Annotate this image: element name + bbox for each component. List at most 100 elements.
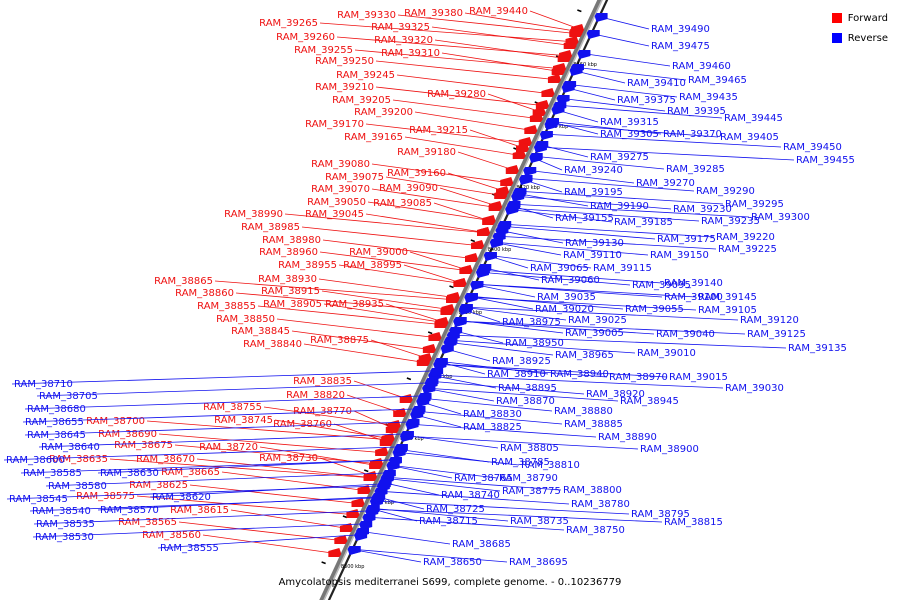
gene-leader-line	[303, 343, 428, 364]
gene-label: RAM_39315	[600, 117, 659, 128]
gene-leader-line	[364, 516, 565, 531]
gene-leader-line	[513, 195, 672, 210]
gene-leader-line	[319, 22, 577, 43]
gene-label: RAM_38920	[586, 389, 645, 400]
gene-label: RAM_39190	[590, 201, 649, 212]
gene-label: RAM_38755	[203, 402, 262, 413]
gene-label: RAM_38695	[509, 557, 568, 568]
gene-leader-line	[407, 423, 597, 438]
gene-arrow	[385, 424, 399, 433]
gene-arrow	[394, 444, 408, 453]
gene-label: RAM_39290	[696, 186, 755, 197]
gene-label: RAM_38700	[86, 416, 145, 427]
gene-label: RAM_39305	[600, 129, 659, 140]
gene-arrow	[424, 380, 438, 389]
gene-leader-line	[404, 136, 524, 157]
gene-leader-line	[461, 306, 567, 321]
gene-label: RAM_39125	[747, 329, 806, 340]
chromosome-axis-highlight	[323, 0, 603, 600]
gene-label: RAM_39165	[344, 132, 403, 143]
gene-leader-line	[33, 510, 368, 525]
gene-label: RAM_39105	[698, 305, 757, 316]
gene-arrow	[446, 292, 460, 301]
gene-label: RAM_38630	[100, 468, 159, 479]
gene-label: RAM_39375	[617, 95, 676, 106]
reverse-swatch	[831, 33, 842, 43]
gene-leader-line	[178, 521, 346, 542]
gene-arrow	[535, 141, 549, 150]
gene-leader-line	[349, 548, 422, 563]
gene-leader-line	[322, 239, 477, 260]
gene-arrow	[556, 95, 570, 104]
gene-label: RAM_38560	[142, 530, 201, 541]
gene-arrow	[393, 408, 407, 417]
gene-label: RAM_38770	[293, 406, 352, 417]
gene-arrow	[399, 394, 413, 403]
gene-leader-line	[24, 421, 409, 436]
gene-label: RAM_38555	[160, 543, 219, 554]
gene-label: RAM_39270	[636, 178, 695, 189]
gene-leader-line	[214, 280, 458, 301]
gene-label: RAM_38980	[262, 235, 321, 246]
gene-leader-line	[136, 495, 358, 516]
gene-label: RAM_38750	[566, 525, 625, 536]
gene-leader-line	[97, 459, 391, 474]
gene-arrow	[553, 63, 567, 72]
gene-label: RAM_38910	[487, 369, 546, 380]
gene-arrow	[377, 481, 391, 490]
gene-label: RAM_39000	[349, 247, 408, 258]
gene-arrow	[464, 294, 478, 303]
gene-leader-line	[499, 225, 656, 240]
gene-arrow	[369, 460, 383, 469]
gene-arrow	[365, 508, 379, 517]
gene-arrow	[381, 434, 395, 443]
gene-leader-line	[284, 213, 489, 234]
gene-leader-line	[365, 213, 489, 234]
gene-leader-line	[349, 548, 508, 563]
gene-arrow	[482, 215, 496, 224]
gene-label: RAM_38655	[25, 417, 84, 428]
gene-arrow	[453, 278, 467, 287]
gene-leader-line	[413, 410, 563, 425]
gene-arrow	[357, 485, 371, 494]
gene-label: RAM_39275	[590, 152, 649, 163]
gene-label: RAM_38995	[343, 260, 402, 271]
gene-label: RAM_39300	[751, 212, 810, 223]
gene-arrow	[339, 523, 353, 532]
gene-label: RAM_38575	[76, 491, 135, 502]
gene-label: RAM_39005	[565, 328, 624, 339]
gene-label: RAM_38725	[426, 504, 485, 515]
gene-leader-line	[338, 264, 465, 285]
scale-tick-mark	[470, 239, 476, 243]
gene-arrow	[375, 447, 389, 456]
gene-leader-line	[392, 99, 541, 120]
gene-label: RAM_39220	[716, 232, 775, 243]
gene-label: RAM_39150	[650, 250, 709, 261]
gene-label: RAM_39280	[427, 89, 486, 100]
gene-label: RAM_39460	[672, 61, 731, 72]
gene-label: RAM_39160	[387, 168, 446, 179]
gene-leader-line	[221, 471, 369, 492]
gene-label: RAM_38530	[35, 532, 94, 543]
gene-leader-line	[32, 523, 362, 538]
gene-arrow	[541, 88, 555, 97]
gene-leader-line	[424, 387, 495, 402]
gene-arrow	[523, 167, 537, 176]
gene-arrow	[382, 470, 396, 479]
gene-label: RAM_39395	[667, 106, 726, 117]
gene-label: RAM_38640	[41, 442, 100, 453]
gene-label: RAM_39260	[276, 32, 335, 43]
gene-label: RAM_38865	[154, 276, 213, 287]
gene-arrow	[346, 509, 360, 518]
gene-leader-line	[257, 305, 446, 326]
gene-label: RAM_39265	[259, 18, 318, 29]
gene-label: RAM_38930	[258, 274, 317, 285]
gene-label: RAM_39075	[325, 172, 384, 183]
gene-label: RAM_39210	[315, 82, 374, 93]
gene-arrow	[328, 548, 342, 557]
gene-label: RAM_39070	[311, 184, 370, 195]
gene-label: RAM_39110	[563, 250, 622, 261]
gene-label: RAM_39170	[305, 119, 364, 130]
gene-label: RAM_38625	[129, 480, 188, 491]
